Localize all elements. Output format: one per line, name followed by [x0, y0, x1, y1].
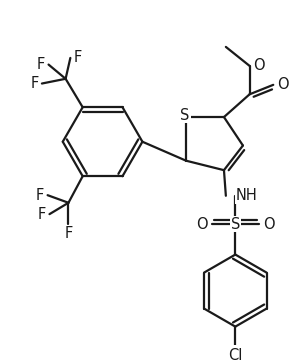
Text: NH: NH	[235, 188, 257, 203]
Text: S: S	[180, 108, 190, 123]
Text: S: S	[231, 217, 240, 232]
Text: O: O	[263, 217, 274, 232]
Text: F: F	[38, 207, 46, 222]
Text: Cl: Cl	[228, 348, 242, 362]
Text: F: F	[64, 226, 73, 241]
Text: F: F	[37, 57, 45, 72]
Text: O: O	[253, 58, 265, 73]
Text: F: F	[74, 50, 82, 66]
Text: O: O	[196, 217, 208, 232]
Text: F: F	[36, 188, 44, 203]
Text: F: F	[30, 76, 38, 91]
Text: O: O	[277, 77, 289, 92]
